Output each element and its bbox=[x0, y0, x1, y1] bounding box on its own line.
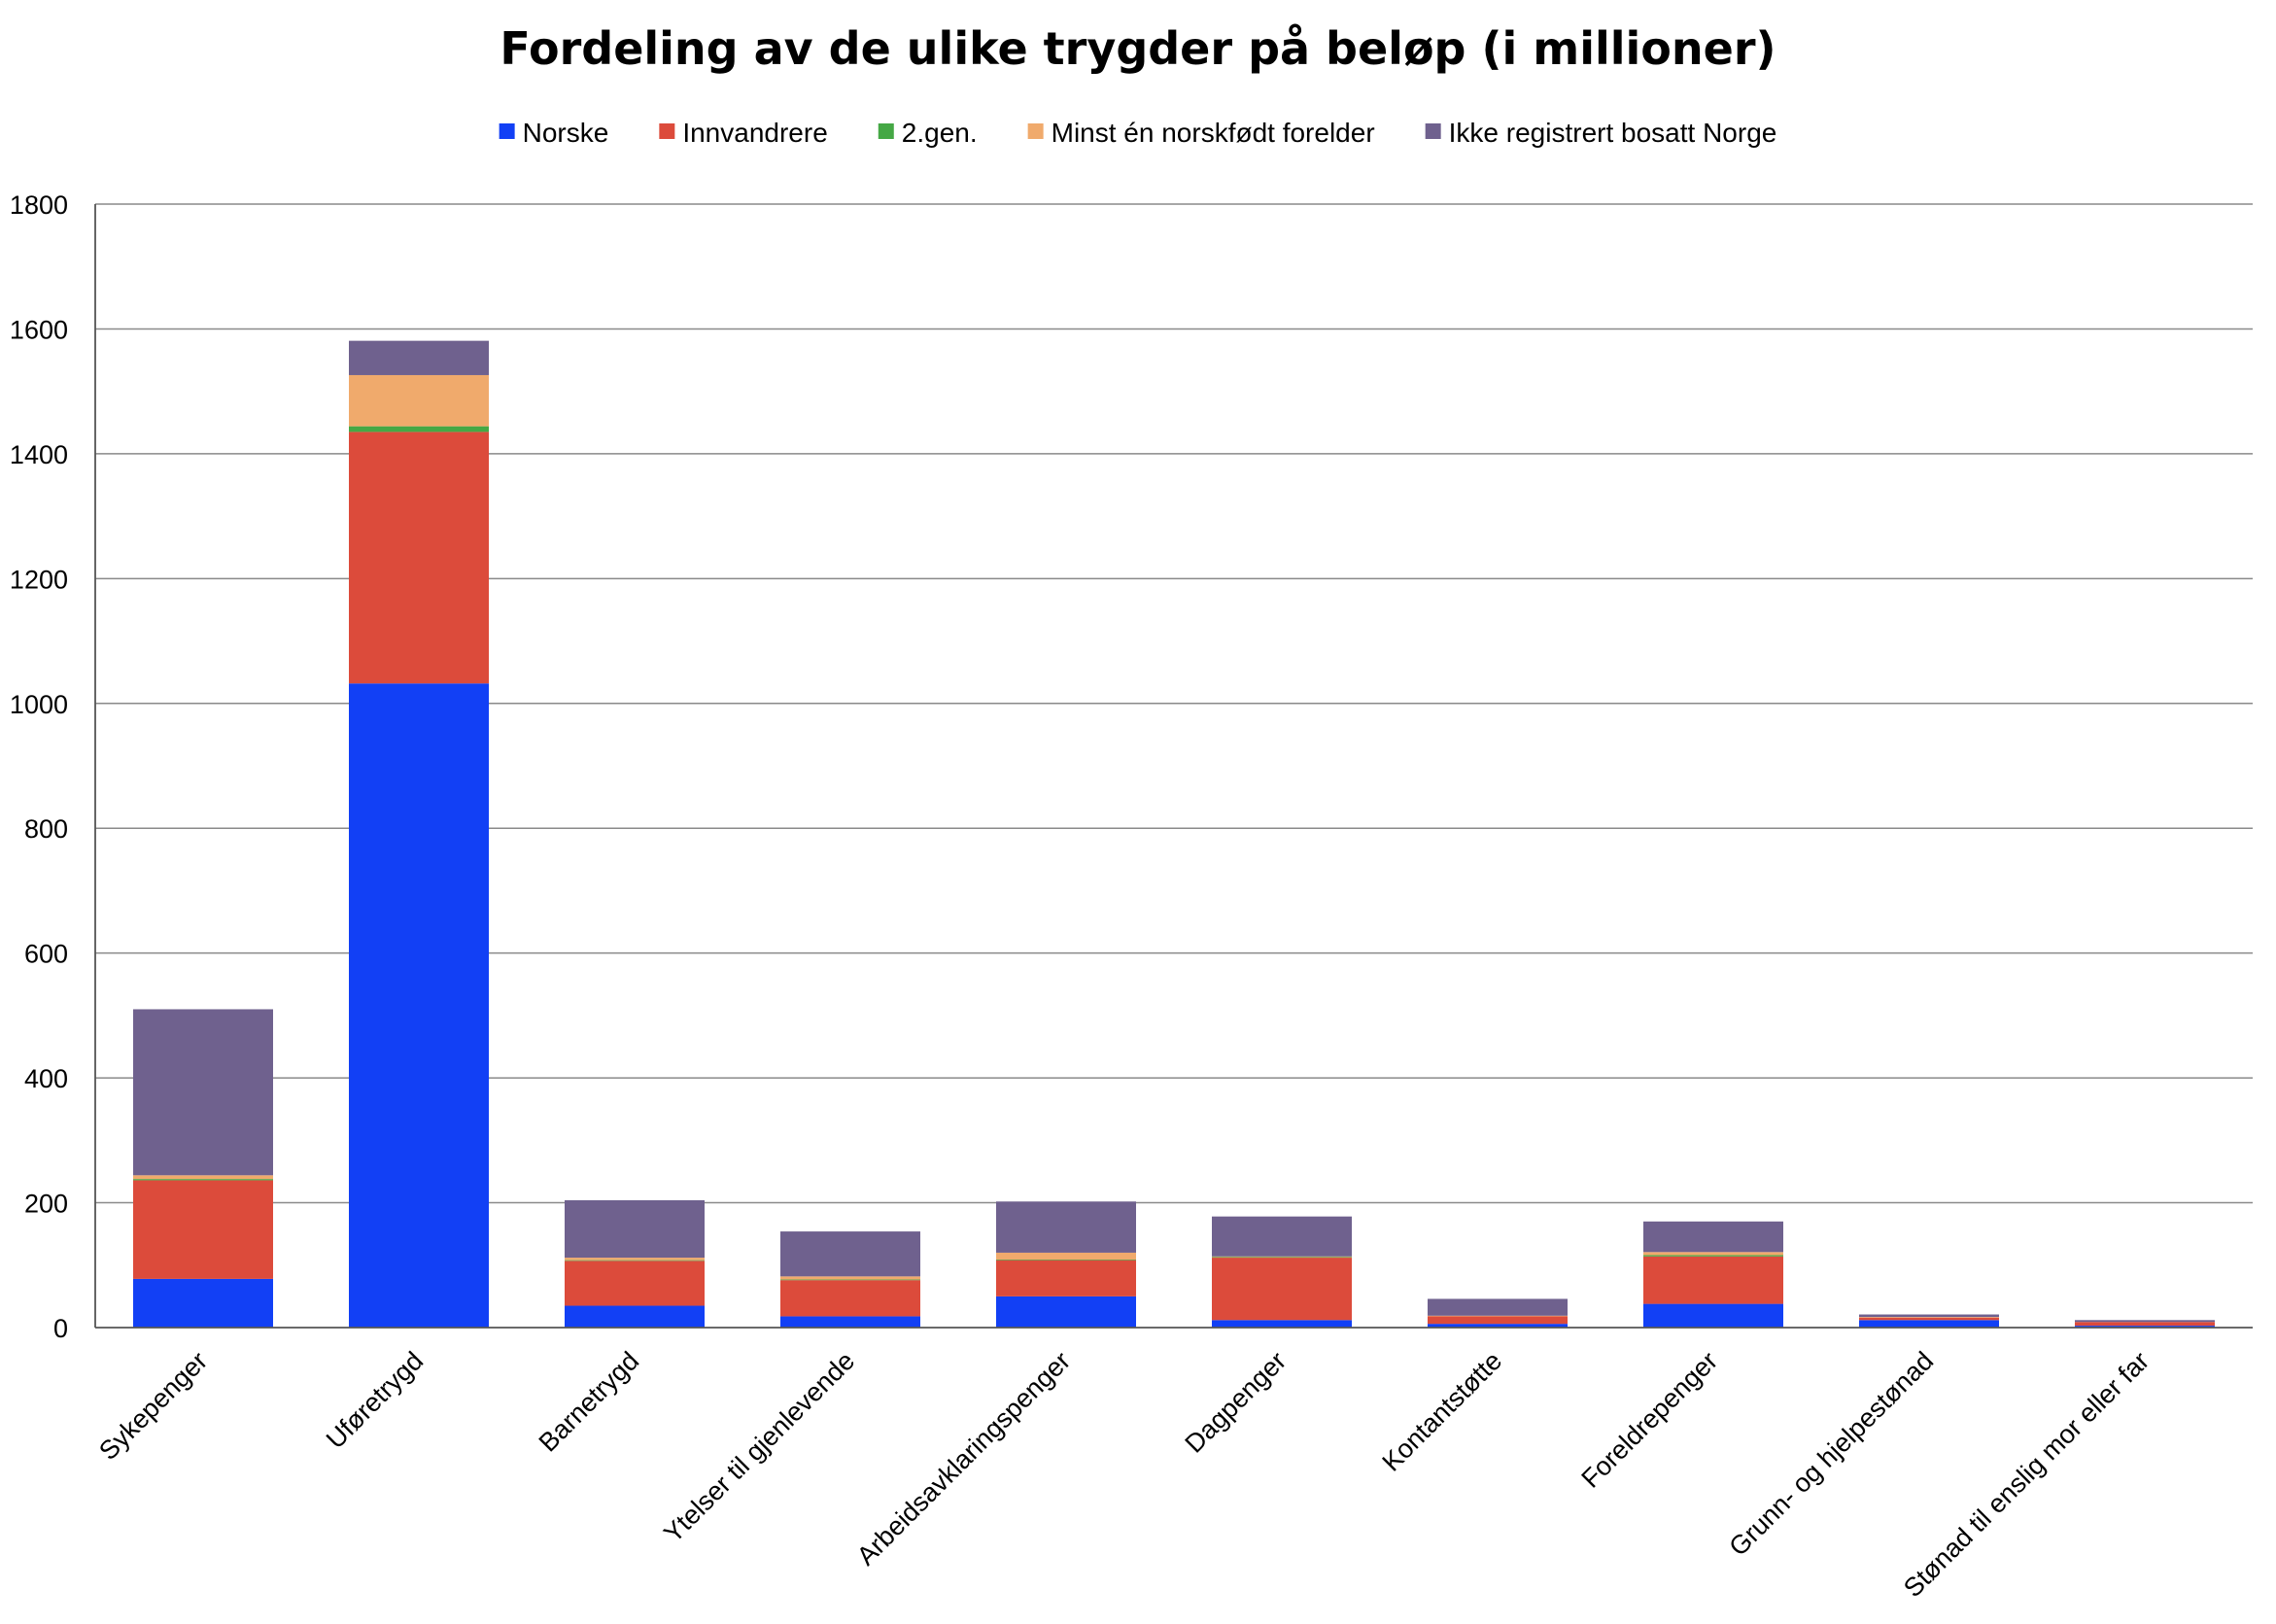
legend-item: Minst én norskfødt forelder bbox=[1027, 118, 1375, 148]
bar-segment bbox=[349, 340, 489, 375]
bar-segment bbox=[1643, 1255, 1783, 1257]
bar-segment bbox=[2075, 1326, 2215, 1328]
x-category-label: Arbeidsavklaringspenger bbox=[851, 1346, 1076, 1571]
legend-swatch bbox=[659, 123, 675, 139]
bars bbox=[133, 340, 2215, 1328]
x-category-label: Dagpenger bbox=[1180, 1346, 1293, 1459]
bar-segment bbox=[1428, 1298, 1568, 1316]
bar-segment bbox=[1859, 1320, 1999, 1328]
legend-swatch bbox=[499, 123, 515, 139]
bar-segment bbox=[996, 1259, 1136, 1261]
bar-segment bbox=[780, 1276, 920, 1280]
bar-stack bbox=[1859, 1314, 1999, 1328]
legend-label: Ikke registrert bosatt Norge bbox=[1449, 118, 1777, 148]
bar-segment bbox=[349, 432, 489, 684]
bar-segment bbox=[133, 1278, 273, 1328]
legend: Norske Innvandrere 2.gen. Minst én norskfød… bbox=[499, 118, 1777, 148]
bar-segment bbox=[1212, 1320, 1352, 1328]
bar-segment bbox=[780, 1231, 920, 1277]
axes bbox=[94, 204, 2253, 1329]
bar-stack bbox=[1643, 1221, 1783, 1328]
legend-item: Norske bbox=[499, 118, 609, 148]
bar-stack bbox=[565, 1199, 705, 1328]
legend-label: 2.gen. bbox=[902, 118, 978, 148]
bar-segment bbox=[349, 683, 489, 1328]
bar-segment bbox=[1212, 1256, 1352, 1258]
bar-segment bbox=[1859, 1317, 1999, 1318]
bar-segment bbox=[1643, 1256, 1783, 1304]
bar-stack bbox=[780, 1231, 920, 1328]
bar-segment bbox=[133, 1175, 273, 1180]
legend-item: Ikke registrert bosatt Norge bbox=[1425, 118, 1777, 148]
y-tick-label: 1000 bbox=[10, 690, 68, 719]
bar-segment bbox=[780, 1280, 920, 1317]
bar-segment bbox=[133, 1009, 273, 1176]
bar-segment bbox=[1643, 1252, 1783, 1256]
bar-segment bbox=[780, 1316, 920, 1328]
bar-segment bbox=[780, 1279, 920, 1281]
y-tick-label: 0 bbox=[53, 1314, 68, 1343]
y-tick-label: 1600 bbox=[10, 315, 68, 344]
y-axis-ticks: 0 200 400 600 800 1000 1200 1400 1600 1800 bbox=[10, 190, 68, 1343]
legend-label: Minst én norskfødt forelder bbox=[1052, 118, 1375, 148]
legend-label: Norske bbox=[523, 118, 609, 148]
bar-segment bbox=[2075, 1320, 2215, 1323]
x-category-label: Ytelser til gjenlevende bbox=[658, 1346, 860, 1548]
bar-segment bbox=[1212, 1258, 1352, 1321]
y-tick-label: 1800 bbox=[10, 190, 68, 220]
legend-label: Innvandrere bbox=[682, 118, 827, 148]
bar-segment bbox=[1643, 1303, 1783, 1328]
bar-segment bbox=[1859, 1314, 1999, 1318]
bar-stack bbox=[1212, 1216, 1352, 1328]
y-tick-label: 1200 bbox=[10, 565, 68, 594]
x-category-label: Sykepenger bbox=[93, 1346, 213, 1466]
bar-stack bbox=[133, 1009, 273, 1328]
y-tick-label: 800 bbox=[24, 814, 68, 844]
chart-title: Fordeling av de ulike trygder på beløp (… bbox=[500, 22, 1776, 75]
bar-segment bbox=[349, 426, 489, 432]
x-axis-labels: Sykepenger Uføretrygd Barnetrygd Ytelser ti… bbox=[93, 1346, 2155, 1603]
bar-segment bbox=[349, 374, 489, 427]
bar-stack bbox=[1428, 1298, 1568, 1328]
bar-segment bbox=[2075, 1322, 2215, 1327]
bar-stack bbox=[349, 340, 489, 1328]
bar-segment bbox=[133, 1179, 273, 1181]
legend-swatch bbox=[1425, 123, 1441, 139]
bar-segment bbox=[1643, 1221, 1783, 1253]
y-tick-label: 400 bbox=[24, 1064, 68, 1093]
bar-segment bbox=[1859, 1317, 1999, 1321]
bar-segment bbox=[1212, 1257, 1352, 1259]
bar-segment bbox=[996, 1296, 1136, 1328]
x-category-label: Stønad til enslig mor eller far bbox=[1898, 1346, 2155, 1603]
x-category-label: Grunn- og hjelpestønad bbox=[1723, 1346, 1939, 1562]
bar-segment bbox=[1428, 1315, 1568, 1317]
x-category-label: Foreldrepenger bbox=[1575, 1346, 1723, 1494]
bar-segment bbox=[996, 1260, 1136, 1296]
bar-segment bbox=[565, 1261, 705, 1306]
y-tick-label: 200 bbox=[24, 1190, 68, 1219]
legend-swatch bbox=[878, 123, 894, 139]
bar-segment bbox=[565, 1305, 705, 1328]
x-category-label: Kontantstøtte bbox=[1376, 1346, 1507, 1477]
bar-segment bbox=[1428, 1324, 1568, 1328]
bar-segment bbox=[565, 1258, 705, 1261]
legend-item: 2.gen. bbox=[878, 118, 978, 148]
legend-swatch bbox=[1027, 123, 1044, 139]
bar-segment bbox=[996, 1201, 1136, 1253]
y-tick-label: 600 bbox=[24, 940, 68, 969]
y-tick-label: 1400 bbox=[10, 440, 68, 469]
bar-stack bbox=[996, 1201, 1136, 1328]
legend-item: Innvandrere bbox=[659, 118, 828, 148]
bar-segment bbox=[565, 1199, 705, 1259]
x-category-label: Barnetrygd bbox=[534, 1346, 645, 1458]
bar-stack bbox=[2075, 1320, 2215, 1328]
bar-segment bbox=[1428, 1316, 1568, 1325]
bar-segment bbox=[996, 1252, 1136, 1260]
bar-segment bbox=[1212, 1216, 1352, 1257]
x-category-label: Uføretrygd bbox=[321, 1346, 429, 1454]
bar-segment bbox=[133, 1180, 273, 1279]
